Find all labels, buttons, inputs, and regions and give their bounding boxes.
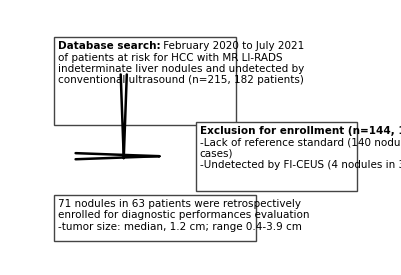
- Text: of patients at risk for HCC with MR LI-RADS: of patients at risk for HCC with MR LI-R…: [58, 53, 282, 63]
- Text: Database search:: Database search:: [58, 42, 160, 51]
- Text: cases): cases): [200, 148, 233, 158]
- Text: -tumor size: median, 1.2 cm; range 0.4-3.9 cm: -tumor size: median, 1.2 cm; range 0.4-3…: [58, 222, 302, 232]
- Text: -Undetected by FI-CEUS (4 nodules in 3 cases): -Undetected by FI-CEUS (4 nodules in 3 c…: [200, 160, 401, 170]
- Text: Exclusion for enrollment (n=144, 119 patients): Exclusion for enrollment (n=144, 119 pat…: [200, 126, 401, 136]
- Text: enrolled for diagnostic performances evaluation: enrolled for diagnostic performances eva…: [58, 210, 310, 221]
- Bar: [196, 122, 357, 191]
- Text: -Lack of reference standard (140 nodules in 116: -Lack of reference standard (140 nodules…: [200, 137, 401, 147]
- Bar: [54, 195, 255, 241]
- Text: 71 nodules in 63 patients were retrospectively: 71 nodules in 63 patients were retrospec…: [58, 199, 301, 209]
- Bar: [54, 37, 236, 125]
- Text: indeterminate liver nodules and undetected by: indeterminate liver nodules and undetect…: [58, 64, 304, 74]
- Text: February 2020 to July 2021: February 2020 to July 2021: [160, 42, 305, 51]
- Text: conventional ultrasound (n=215, 182 patients): conventional ultrasound (n=215, 182 pati…: [58, 75, 304, 85]
